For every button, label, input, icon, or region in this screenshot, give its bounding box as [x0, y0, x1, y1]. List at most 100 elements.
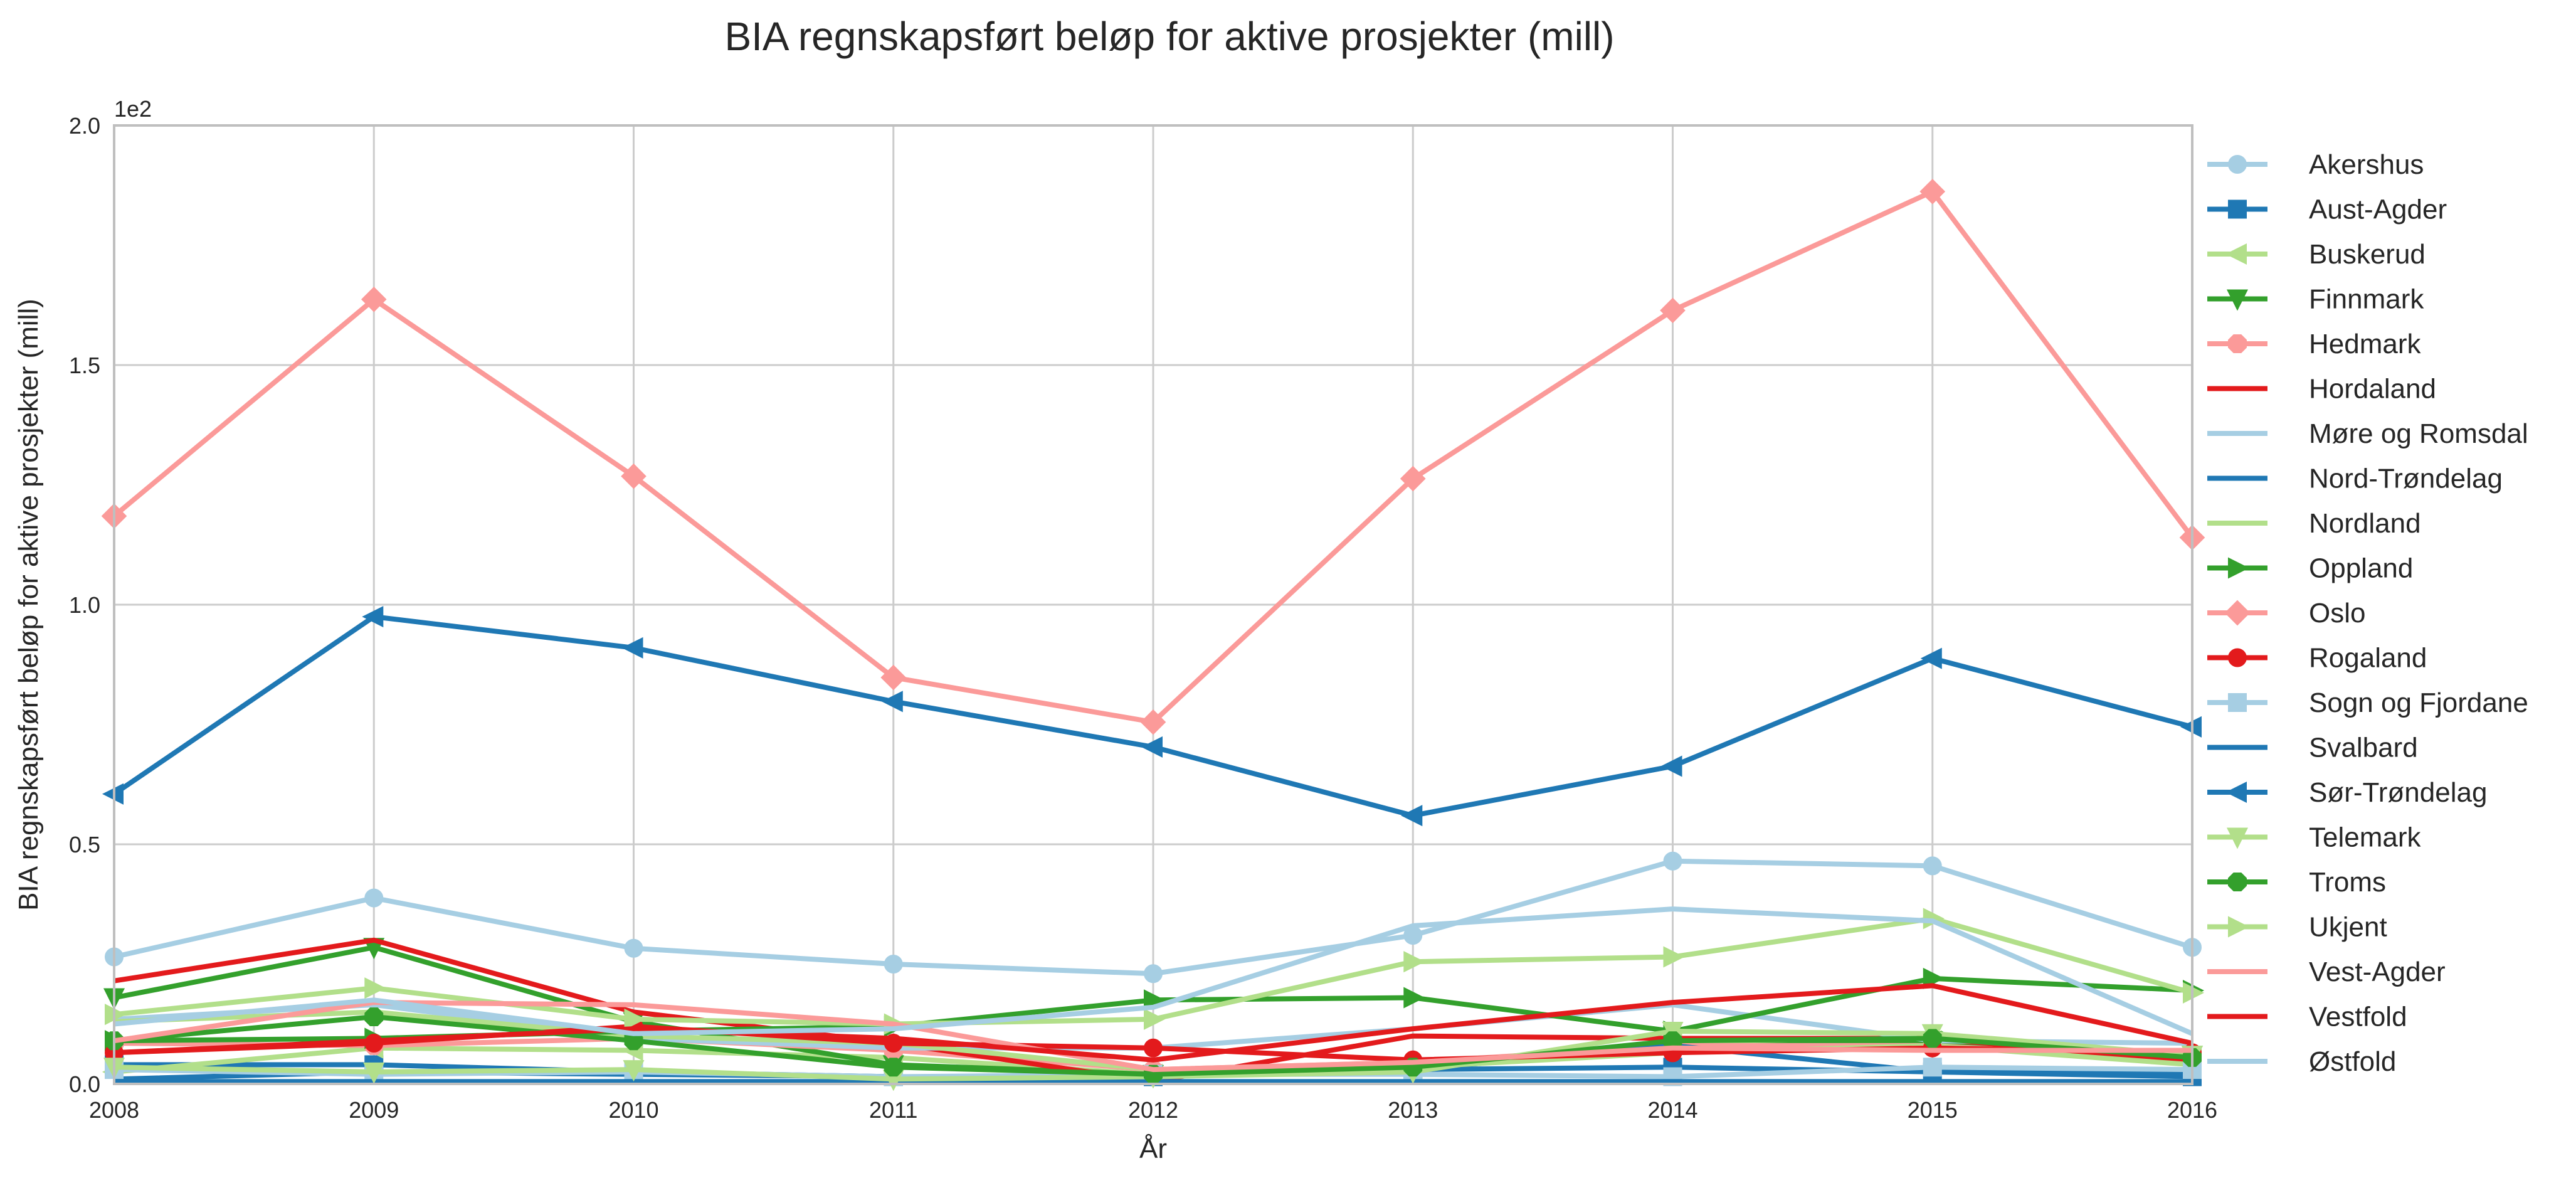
legend-item-østfold: Østfold [2207, 1046, 2396, 1077]
plot-frame [113, 124, 2193, 1085]
x-tick-label: 2014 [1647, 1097, 1697, 1123]
series-line [113, 1000, 2192, 1073]
data-point [1920, 647, 1942, 669]
legend-item-troms: Troms [2207, 867, 2386, 898]
legend-label: Akershus [2309, 149, 2424, 180]
legend-marker [2225, 243, 2247, 265]
x-tick-label: 2015 [1908, 1097, 1958, 1123]
x-tick-label: 2011 [869, 1097, 917, 1123]
legend-item-oslo: Oslo [2207, 598, 2365, 629]
legend-item-nordland: Nordland [2207, 508, 2421, 539]
data-point [1401, 805, 1423, 827]
y-tick-label: 0.0 [69, 1071, 100, 1097]
data-point [1400, 465, 1426, 492]
data-point [1140, 709, 1166, 735]
legend-item-møre-og-romsdal: Møre og Romsdal [2207, 418, 2528, 449]
x-ticks: 2008 2009 2010 2011 2012 2013 2014 2015 2016 [89, 1097, 2217, 1123]
legend-item-hordaland: Hordaland [2207, 374, 2436, 405]
data-point [364, 977, 386, 999]
legend-item-hedmark: Hedmark [2207, 329, 2421, 359]
legend-label: Nordland [2309, 508, 2421, 539]
legend-item-rogaland: Rogaland [2207, 643, 2427, 674]
legend-item-sogn-og-fjordane: Sogn og Fjordane [2207, 687, 2528, 718]
legend-item-aust-agder: Aust-Agder [2207, 194, 2447, 225]
legend-item-vest-agder: Vest-Agder [2207, 957, 2446, 987]
chart-title: BIA regnskapsført beløp for aktive prosj… [724, 14, 1614, 59]
data-point [1144, 1008, 1166, 1030]
legend-label: Aust-Agder [2309, 194, 2447, 225]
data-point [1660, 755, 1682, 777]
series-vest-agder [113, 1000, 2192, 1073]
legend-marker [2228, 557, 2250, 579]
legend-marker [2226, 289, 2249, 311]
legend-item-buskerud: Buskerud [2207, 239, 2426, 270]
legend-label: Møre og Romsdal [2309, 418, 2528, 449]
series-line [113, 983, 2193, 1063]
legend: Akershus Aust-Agder Buskerud Finnmark Hedmar… [2207, 149, 2528, 1077]
legend-item-svalbard: Svalbard [2207, 733, 2418, 763]
data-point [1144, 1038, 1163, 1058]
data-point [884, 1058, 903, 1077]
data-point [1660, 297, 1686, 324]
data-point [884, 955, 903, 974]
data-point [1144, 964, 1163, 984]
legend-label: Telemark [2309, 822, 2421, 853]
y-tick-label: 1.0 [69, 592, 100, 618]
legend-item-ukjent: Ukjent [2207, 912, 2387, 943]
legend-item-finnmark: Finnmark [2207, 284, 2424, 315]
legend-marker [2228, 916, 2250, 938]
series-sør-trøndelag [102, 606, 2202, 827]
series-vestfold [113, 983, 2193, 1063]
legend-label: Østfold [2309, 1046, 2396, 1077]
data-point [1923, 967, 1945, 989]
legend-item-akershus: Akershus [2207, 149, 2424, 180]
legend-marker [2226, 827, 2249, 849]
y-tick-label: 0.5 [69, 832, 100, 857]
y-tick-label: 2.0 [69, 113, 100, 139]
data-point [1919, 179, 1946, 204]
legend-marker [2228, 873, 2247, 891]
x-axis-label: År [1139, 1133, 1167, 1164]
legend-label: Sør-Trøndelag [2309, 777, 2487, 808]
legend-marker [2225, 781, 2247, 804]
legend-item-telemark: Telemark [2207, 822, 2421, 853]
legend-label: Hordaland [2309, 374, 2436, 405]
legend-label: Buskerud [2309, 239, 2426, 270]
data-point [623, 1060, 645, 1082]
legend-label: Oppland [2309, 553, 2413, 584]
legend-label: Svalbard [2309, 733, 2418, 763]
data-point [1141, 736, 1163, 758]
legend-marker [2228, 199, 2247, 219]
legend-item-nord-trøndelag: Nord-Trøndelag [2207, 464, 2503, 494]
legend-label: Rogaland [2309, 643, 2427, 674]
data-point [364, 1007, 384, 1026]
data-point [361, 286, 387, 312]
legend-label: Finnmark [2309, 284, 2424, 315]
x-tick-label: 2016 [2167, 1097, 2217, 1123]
legend-marker [2228, 693, 2247, 712]
legend-label: Hedmark [2309, 329, 2421, 359]
legend-item-vestfold: Vestfold [2207, 1002, 2407, 1032]
legend-label: Oslo [2309, 598, 2365, 629]
data-point [624, 938, 643, 958]
data-point [363, 1062, 385, 1084]
x-tick-label: 2012 [1128, 1097, 1178, 1123]
y-ticks: 0.0 0.5 1.0 1.5 2.0 [69, 113, 100, 1097]
legend-label: Troms [2309, 867, 2386, 898]
legend-label: Vestfold [2309, 1002, 2407, 1032]
data-point [621, 463, 647, 489]
data-point [1923, 1058, 1942, 1077]
legend-marker [2228, 334, 2247, 353]
legend-label: Ukjent [2309, 912, 2387, 943]
data-point [362, 606, 384, 628]
legend-label: Nord-Trøndelag [2309, 464, 2503, 494]
data-point [880, 664, 907, 691]
x-tick-label: 2010 [608, 1097, 658, 1123]
data-point [881, 691, 903, 713]
data-point [1923, 856, 1942, 876]
series-line [113, 906, 2193, 1036]
data-point [1403, 951, 1425, 973]
y-tick-label: 1.5 [69, 353, 100, 378]
data-point [1663, 946, 1685, 968]
